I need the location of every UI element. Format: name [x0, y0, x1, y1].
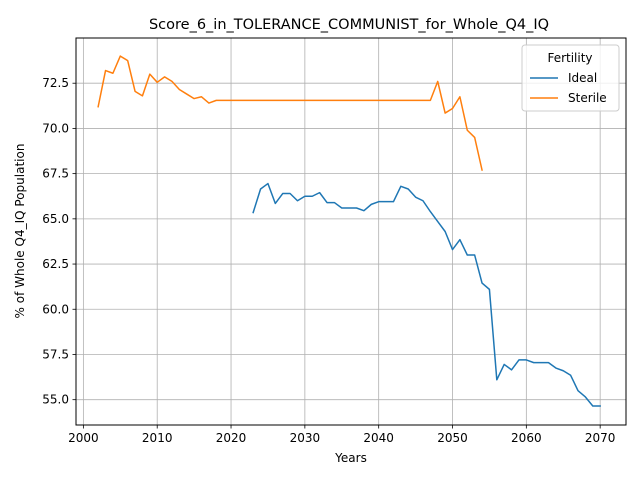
x-tick-label: 2040 [363, 431, 394, 445]
series-lines [97, 55, 601, 407]
x-tick-label: 2070 [585, 431, 616, 445]
y-tick-label: 57.5 [42, 347, 69, 361]
chart-title: Score_6_in_TOLERANCE_COMMUNIST_for_Whole… [149, 17, 549, 33]
x-tick-label: 2050 [437, 431, 468, 445]
series-line-sterile [97, 55, 483, 171]
x-axis-ticks: 2000 2010 2020 2030 2040 2050 2060 2070 [68, 425, 615, 445]
legend-box [521, 44, 620, 112]
y-tick-label: 72.5 [42, 76, 69, 90]
x-axis-label: Years [334, 451, 367, 465]
x-tick-label: 2010 [142, 431, 173, 445]
y-axis-label: % of Whole Q4_IQ Population [13, 144, 27, 319]
x-tick-label: 2030 [290, 431, 321, 445]
legend-title: Fertility [547, 51, 592, 65]
y-tick-label: 67.5 [42, 167, 69, 181]
legend-label-sterile: Sterile [568, 91, 607, 105]
plot-frame [75, 37, 627, 426]
y-tick-label: 60.0 [42, 302, 69, 316]
y-tick-label: 55.0 [42, 393, 69, 407]
x-tick-label: 2000 [68, 431, 99, 445]
x-tick-label: 2060 [511, 431, 542, 445]
series-line-ideal [252, 182, 601, 407]
y-tick-label: 65.0 [42, 212, 69, 226]
x-tick-label: 2020 [216, 431, 247, 445]
legend-label-ideal: Ideal [568, 71, 597, 85]
y-tick-label: 62.5 [42, 257, 69, 271]
y-tick-label: 70.0 [42, 121, 69, 135]
legend: Fertility Ideal Sterile [521, 44, 620, 112]
y-axis-ticks: 55.0 57.5 60.0 62.5 65.0 67.5 70.0 72.5 [42, 76, 76, 407]
